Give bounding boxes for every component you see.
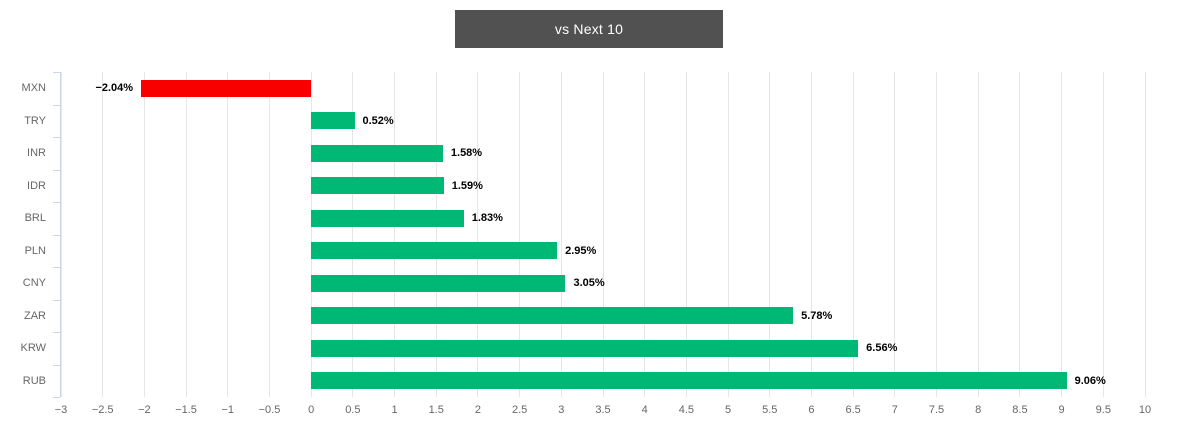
bar-value-label-try: 0.52% xyxy=(362,114,394,127)
category-axis-tick xyxy=(53,137,60,138)
category-label-zar: ZAR xyxy=(24,309,46,322)
category-label-brl: BRL xyxy=(24,212,46,225)
gridline xyxy=(685,72,687,397)
category-axis-tick xyxy=(53,332,60,333)
category-axis-tick xyxy=(53,397,60,398)
category-label-cny: CNY xyxy=(22,277,46,290)
gridline xyxy=(227,72,229,397)
bar-value-label-krw: 6.56% xyxy=(866,342,898,355)
gridline xyxy=(894,72,896,397)
gridline xyxy=(185,72,187,397)
bar-value-label-inr: 1.58% xyxy=(450,147,483,160)
x-axis-tick-label: 3.5 xyxy=(595,404,611,416)
category-label-krw: KRW xyxy=(20,342,46,355)
x-axis-tick-label: −1 xyxy=(221,404,235,416)
category-label-idr: IDR xyxy=(27,179,46,192)
gridline xyxy=(143,72,145,397)
gridline xyxy=(602,72,604,397)
x-axis-tick-label: 0 xyxy=(308,404,315,416)
bar-value-label-rub: 9.06% xyxy=(1074,374,1106,387)
bar-krw[interactable] xyxy=(311,339,859,357)
x-axis-tick-label: 2.5 xyxy=(511,404,528,416)
x-axis-tick-label: 1.5 xyxy=(428,404,444,416)
x-axis-tick-label: 9.5 xyxy=(1095,404,1111,416)
bar-value-label-idr: 1.59% xyxy=(451,179,483,192)
x-axis-tick-label: −1.5 xyxy=(175,404,197,416)
bar-value-label-pln: 2.95% xyxy=(565,244,597,257)
category-axis-tick xyxy=(53,104,60,106)
x-axis-tick-label: 8.5 xyxy=(1012,404,1028,416)
x-axis-tick-label: 8 xyxy=(975,404,982,416)
category-axis-tick xyxy=(53,364,60,366)
x-axis-tick-label: −3 xyxy=(54,404,68,416)
gridline xyxy=(1061,72,1063,397)
x-axis-tick-label: 10 xyxy=(1138,404,1152,416)
category-axis-tick xyxy=(53,169,60,171)
gridline xyxy=(1144,72,1146,397)
category-axis-line xyxy=(60,72,61,397)
gridline xyxy=(102,72,104,397)
bar-brl[interactable] xyxy=(311,209,464,227)
category-label-mxn: MXN xyxy=(21,82,46,95)
bar-try[interactable] xyxy=(311,112,355,130)
x-axis-tick-label: −0.5 xyxy=(258,404,281,416)
x-axis-tick-label: 3 xyxy=(558,404,565,416)
gridline xyxy=(727,72,729,397)
gridline xyxy=(1102,72,1104,397)
gridline xyxy=(268,72,270,397)
x-axis-tick-label: −2.5 xyxy=(91,404,114,416)
chart-title: vs Next 10 xyxy=(455,10,723,48)
category-label-rub: RUB xyxy=(22,374,46,387)
x-axis-tick-label: 7 xyxy=(891,404,898,416)
gridline xyxy=(519,72,521,397)
gridline xyxy=(1019,72,1021,397)
gridline xyxy=(936,72,938,397)
bar-value-label-brl: 1.83% xyxy=(471,212,503,225)
gridline xyxy=(852,72,854,397)
category-axis-tick xyxy=(53,234,60,236)
x-axis-tick-label: 6 xyxy=(808,404,815,416)
gridline xyxy=(435,72,437,397)
bar-value-label-mxn: −2.04% xyxy=(95,82,134,95)
x-axis-tick-label: 1 xyxy=(391,404,398,416)
category-axis-tick xyxy=(53,72,60,73)
gridline xyxy=(769,72,771,397)
gridline xyxy=(644,72,646,397)
bar-cny[interactable] xyxy=(311,274,566,292)
x-axis-tick-label: 4.5 xyxy=(678,404,695,416)
x-axis-tick-label: 7.5 xyxy=(928,404,945,416)
gridline xyxy=(394,72,396,397)
bar-value-label-zar: 5.78% xyxy=(801,309,833,322)
x-axis-tick-label: 5 xyxy=(725,404,732,416)
x-axis-tick-label: −2 xyxy=(138,404,151,416)
category-axis-tick xyxy=(53,299,60,301)
gridline xyxy=(352,72,354,397)
gridline xyxy=(560,72,562,397)
category-label-try: TRY xyxy=(24,114,46,127)
category-label-pln: PLN xyxy=(24,244,46,257)
x-axis-tick-label: 6.5 xyxy=(845,404,861,416)
x-axis-tick-label: 4 xyxy=(641,404,648,416)
category-label-inr: INR xyxy=(27,147,46,160)
category-axis-tick xyxy=(53,202,60,203)
bar-mxn[interactable] xyxy=(141,79,312,97)
x-axis-tick-label: 9 xyxy=(1058,404,1065,416)
category-axis-tick xyxy=(53,267,60,268)
gridline xyxy=(477,72,479,397)
bar-zar[interactable] xyxy=(311,307,794,325)
bar-idr[interactable] xyxy=(311,177,444,195)
x-axis-tick-label: 5.5 xyxy=(762,404,778,416)
bar-value-label-cny: 3.05% xyxy=(573,277,605,290)
bar-pln[interactable] xyxy=(311,242,558,260)
gridline xyxy=(810,72,812,397)
gridline xyxy=(60,72,62,397)
bar-rub[interactable] xyxy=(311,372,1067,390)
bar-inr[interactable] xyxy=(311,144,443,162)
gridline xyxy=(310,72,312,397)
x-axis-tick-label: 2 xyxy=(474,404,481,416)
x-axis-tick-label: 0.5 xyxy=(345,404,361,416)
gridline xyxy=(977,72,979,397)
